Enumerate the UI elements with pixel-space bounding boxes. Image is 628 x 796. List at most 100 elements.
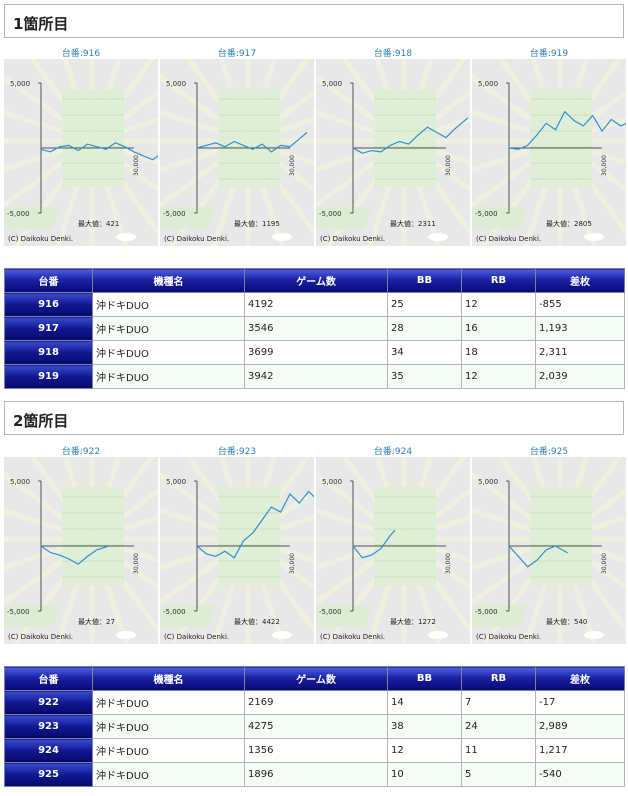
- y-min-label: -5,000: [319, 608, 342, 616]
- chart-row-2: 台番:922 5,000 -5,000 30,000 最大値：27 (C) Daikok…: [4, 444, 626, 644]
- header-model: 機種名: [92, 666, 245, 691]
- chart-caption[interactable]: 台番:916: [61, 49, 101, 59]
- max-value-label: 最大値：421: [78, 219, 119, 228]
- chart-caption[interactable]: 台番:925: [529, 447, 569, 457]
- machine-number[interactable]: 923: [4, 714, 93, 739]
- rb-count: 16: [461, 316, 536, 341]
- x-max-label: 30,000: [445, 553, 452, 574]
- rb-count: 12: [461, 292, 536, 317]
- machine-number[interactable]: 918: [4, 340, 93, 365]
- model-name: 沖ドキDUO: [92, 690, 245, 715]
- y-max-label: 5,000: [10, 478, 30, 486]
- x-max-label: 30,000: [289, 553, 296, 574]
- x-max-label: 30,000: [445, 155, 452, 176]
- decor-light: [116, 631, 136, 639]
- chart-918[interactable]: 台番:918 5,000 -5,000 30,000 最大値：2311 (C) Daik…: [316, 46, 470, 246]
- decor-panel: [374, 89, 436, 187]
- header-bb: BB: [387, 666, 462, 691]
- y-max-label: 5,000: [166, 80, 186, 88]
- diff-value: 1,193: [535, 316, 625, 341]
- rb-count: 7: [461, 690, 536, 715]
- graph-svg: 5,000 -5,000 30,000 最大値：1272 (C) Daikoku Den…: [316, 457, 470, 644]
- copyright-label: (C) Daikoku Denki.: [164, 235, 229, 243]
- machine-number[interactable]: 924: [4, 738, 93, 763]
- machine-number[interactable]: 916: [4, 292, 93, 317]
- chart-916[interactable]: 台番:916 5,000 -5,000 30,000 最大値：421 (C) Daiko…: [4, 46, 158, 246]
- section-title-1: 1箇所目: [4, 4, 624, 38]
- y-max-label: 5,000: [166, 478, 186, 486]
- copyright-label: (C) Daikoku Denki.: [476, 633, 541, 641]
- chart-925[interactable]: 台番:925 5,000 -5,000 30,000 最大値：540 (C) Daiko…: [472, 444, 626, 644]
- rb-count: 11: [461, 738, 536, 763]
- bb-count: 28: [387, 316, 462, 341]
- graph-svg: 5,000 -5,000 30,000 最大値：27 (C) Daikoku Denki…: [4, 457, 158, 644]
- y-max-label: 5,000: [478, 80, 498, 88]
- rb-count: 12: [461, 364, 536, 389]
- model-name: 沖ドキDUO: [92, 340, 245, 365]
- x-max-label: 30,000: [133, 155, 140, 176]
- table-header-row: 台番 機種名 ゲーム数 BB RB 差枚: [4, 666, 625, 691]
- y-min-label: -5,000: [475, 210, 498, 218]
- copyright-label: (C) Daikoku Denki.: [320, 633, 385, 641]
- graph-svg: 5,000 -5,000 30,000 最大値：1195 (C) Daikoku Den…: [160, 59, 314, 246]
- max-value-label: 最大値：4422: [234, 617, 280, 626]
- diff-value: -855: [535, 292, 625, 317]
- copyright-label: (C) Daikoku Denki.: [476, 235, 541, 243]
- series-line: [352, 117, 469, 154]
- decor-light: [272, 631, 292, 639]
- rb-count: 5: [461, 762, 536, 787]
- series-line: [352, 529, 396, 559]
- header-number: 台番: [4, 666, 93, 691]
- diff-value: 2,039: [535, 364, 625, 389]
- chart-caption[interactable]: 台番:922: [61, 447, 101, 457]
- decor-light: [428, 233, 448, 241]
- chart-923[interactable]: 台番:923 5,000 -5,000 30,000 最大値：4422 (C) Daik…: [160, 444, 314, 644]
- rb-count: 18: [461, 340, 536, 365]
- game-count: 3546: [244, 316, 388, 341]
- header-diff: 差枚: [535, 268, 625, 293]
- machine-number[interactable]: 925: [4, 762, 93, 787]
- copyright-label: (C) Daikoku Denki.: [8, 633, 73, 641]
- machine-number[interactable]: 919: [4, 364, 93, 389]
- chart-caption[interactable]: 台番:918: [373, 49, 413, 59]
- table-row: 925 沖ドキDUO 1896 10 5 -540: [4, 762, 625, 787]
- max-value-label: 最大値：27: [78, 617, 115, 626]
- chart-917[interactable]: 台番:917 5,000 -5,000 30,000 最大値：1195 (C) Daik…: [160, 46, 314, 246]
- model-name: 沖ドキDUO: [92, 738, 245, 763]
- chart-row-1: 台番:916 5,000 -5,000 30,000 最大値：421 (C) Daiko…: [4, 46, 626, 246]
- chart-922[interactable]: 台番:922 5,000 -5,000 30,000 最大値：27 (C) Daikok…: [4, 444, 158, 644]
- chart-caption[interactable]: 台番:917: [217, 49, 257, 59]
- model-name: 沖ドキDUO: [92, 762, 245, 787]
- chart-caption[interactable]: 台番:919: [529, 49, 569, 59]
- y-max-label: 5,000: [322, 478, 342, 486]
- max-value-label: 最大値：2311: [390, 219, 436, 228]
- chart-924[interactable]: 台番:924 5,000 -5,000 30,000 最大値：1272 (C) Daik…: [316, 444, 470, 644]
- machine-number[interactable]: 917: [4, 316, 93, 341]
- series-line: [196, 132, 308, 153]
- max-value-label: 最大値：540: [546, 617, 587, 626]
- copyright-label: (C) Daikoku Denki.: [164, 633, 229, 641]
- decor-light: [584, 233, 604, 241]
- table-row: 916 沖ドキDUO 4192 25 12 -855: [4, 292, 625, 317]
- graph-svg: 5,000 -5,000 30,000 最大値：2311 (C) Daikoku Den…: [316, 59, 470, 246]
- model-name: 沖ドキDUO: [92, 714, 245, 739]
- x-max-label: 30,000: [601, 155, 608, 176]
- bb-count: 38: [387, 714, 462, 739]
- chart-919[interactable]: 台番:919 5,000 -5,000 30,000 最大値：2805 (C) Daik…: [472, 46, 626, 246]
- decor-panel: [374, 487, 436, 585]
- chart-caption[interactable]: 台番:924: [373, 447, 413, 457]
- table-row: 918 沖ドキDUO 3699 34 18 2,311: [4, 340, 625, 365]
- y-max-label: 5,000: [478, 478, 498, 486]
- series-line: [508, 110, 626, 150]
- bb-count: 35: [387, 364, 462, 389]
- chart-caption[interactable]: 台番:923: [217, 447, 257, 457]
- table-header-row: 台番 機種名 ゲーム数 BB RB 差枚: [4, 268, 625, 293]
- bb-count: 25: [387, 292, 462, 317]
- y-max-label: 5,000: [322, 80, 342, 88]
- graph-svg: 5,000 -5,000 30,000 最大値：2805 (C) Daikoku Den…: [472, 59, 626, 246]
- decor-panel: [218, 89, 280, 187]
- series-line: [196, 490, 314, 559]
- x-max-label: 30,000: [133, 553, 140, 574]
- machine-number[interactable]: 922: [4, 690, 93, 715]
- y-min-label: -5,000: [7, 210, 30, 218]
